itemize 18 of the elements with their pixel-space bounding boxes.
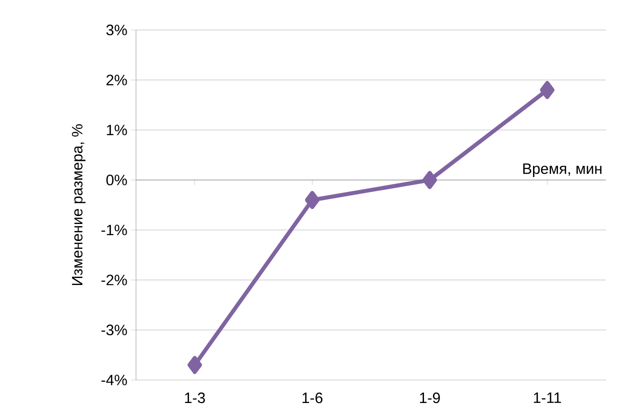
point bbox=[305, 190, 320, 209]
point bbox=[422, 170, 437, 189]
point bbox=[540, 80, 554, 99]
x-tick-label: 1-6 bbox=[302, 392, 322, 404]
point bbox=[188, 356, 202, 374]
y-tick-label: 0% bbox=[106, 174, 127, 186]
x-tick-label: 1-11 bbox=[534, 392, 561, 403]
y-tick-label: 2% bbox=[106, 74, 127, 86]
y-tick-label: 3% bbox=[106, 24, 127, 36]
y-tick-label: -3% bbox=[101, 324, 127, 336]
y-tick-label: -4% bbox=[101, 374, 127, 386]
y-tick-label: 1% bbox=[106, 124, 127, 136]
x-axis-title: Время, мин bbox=[523, 164, 602, 177]
x-tick-label: 1-3 bbox=[185, 392, 205, 404]
y-axis-title: Изменение размера, % bbox=[72, 124, 86, 286]
y-tick-label: -2% bbox=[101, 274, 127, 286]
x-tick-label: 1-9 bbox=[420, 392, 440, 404]
y-tick-label: -1% bbox=[101, 224, 127, 236]
